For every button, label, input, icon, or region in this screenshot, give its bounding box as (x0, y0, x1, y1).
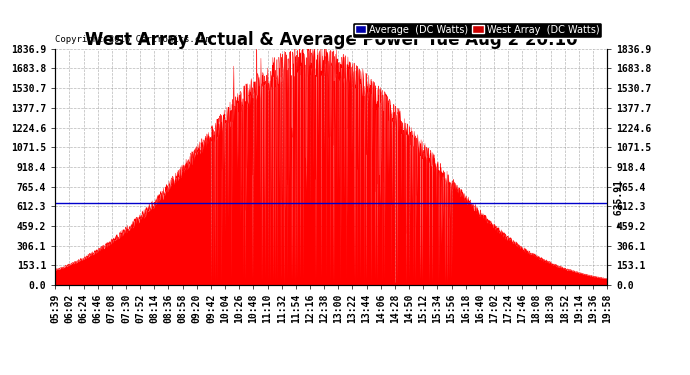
Legend: Average  (DC Watts), West Array  (DC Watts): Average (DC Watts), West Array (DC Watts… (352, 22, 602, 38)
Text: Copyright 2016 Cartronics.com: Copyright 2016 Cartronics.com (55, 35, 211, 44)
Text: ► 635.91: ► 635.91 (614, 180, 624, 227)
Title: West Array Actual & Average Power Tue Aug 2 20:10: West Array Actual & Average Power Tue Au… (85, 31, 578, 49)
